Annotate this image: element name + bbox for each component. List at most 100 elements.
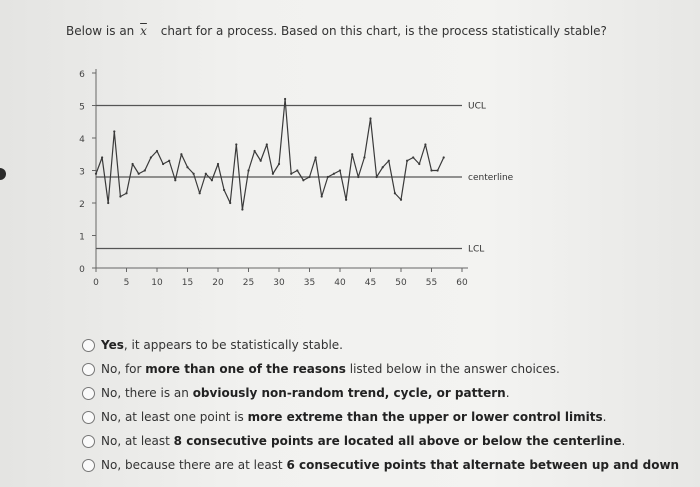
lcl-label: LCL	[468, 245, 484, 255]
x-tick-label: 60	[456, 278, 468, 288]
answer-option-1[interactable]: Yes, it appears to be statistically stab…	[82, 333, 679, 357]
data-point	[345, 198, 348, 201]
x-tick-label: 25	[243, 278, 254, 288]
data-point	[162, 162, 165, 166]
x-tick-label: 55	[426, 278, 437, 288]
data-point	[387, 159, 390, 162]
data-point	[314, 156, 317, 159]
answer-text: No, there is an	[101, 386, 193, 400]
y-tick-label: 5	[79, 103, 85, 113]
radio-button-icon[interactable]	[82, 362, 95, 376]
data-point	[125, 192, 128, 195]
radio-button-icon[interactable]	[82, 386, 95, 400]
data-point	[393, 192, 396, 195]
answer-text: listed below in the answer choices.	[345, 362, 560, 376]
y-tick-label: 2	[79, 200, 85, 210]
y-tick-label: 3	[79, 168, 85, 178]
data-point	[101, 156, 104, 159]
data-point	[320, 195, 323, 198]
answer-text: No, because there are at least	[101, 458, 287, 472]
data-point	[290, 172, 293, 175]
answer-text: .	[621, 434, 626, 448]
data-point	[259, 159, 262, 162]
data-point	[265, 143, 268, 146]
data-point	[223, 188, 226, 192]
x-tick-label: 50	[395, 278, 407, 288]
answer-option-3[interactable]: No, there is an obviously non-random tre…	[82, 381, 679, 405]
answer-option-5[interactable]: No, at least 8 consecutive points are lo…	[82, 429, 679, 453]
data-point	[338, 169, 342, 172]
data-point	[137, 172, 140, 175]
x-tick-label: 45	[365, 278, 376, 288]
question-suffix: chart for a process. Based on this chart…	[160, 24, 607, 38]
data-point	[210, 179, 213, 182]
data-point	[107, 201, 110, 205]
data-point	[216, 162, 220, 166]
data-point	[241, 208, 244, 211]
answer-text: , it appears to be statistically stable.	[123, 338, 343, 352]
data-point	[363, 156, 366, 159]
x-tick-label: 5	[124, 278, 130, 288]
data-point	[143, 169, 146, 172]
data-point	[119, 195, 122, 198]
x-tick-label: 35	[304, 278, 315, 288]
data-point	[204, 172, 207, 175]
data-point	[149, 156, 152, 159]
x-tick-label: 10	[151, 278, 163, 288]
data-point	[168, 159, 171, 162]
x-tick-label: 0	[93, 278, 99, 288]
data-point	[271, 172, 274, 175]
answer-emphasis: 6 consecutive points that alternate betw…	[286, 458, 680, 472]
data-point	[284, 97, 287, 101]
answer-text: No, for	[101, 362, 146, 376]
y-tick-label: 6	[79, 70, 85, 80]
data-point	[357, 175, 360, 179]
data-point	[326, 175, 329, 179]
data-point	[430, 169, 433, 172]
answer-choices: Yes, it appears to be statistically stab…	[82, 333, 679, 477]
answer-text: .	[602, 410, 607, 424]
data-point	[424, 143, 427, 146]
y-tick-label: 0	[79, 265, 85, 275]
answer-label: No, at least 8 consecutive points are lo…	[101, 434, 625, 448]
ucl-label: UCL	[468, 102, 486, 112]
question-text: Below is an x chart for a process. Based…	[66, 24, 607, 38]
answer-label: Yes, it appears to be statistically stab…	[101, 338, 343, 352]
radio-button-icon[interactable]	[82, 434, 95, 448]
data-point	[174, 179, 177, 182]
radio-button-icon[interactable]	[82, 458, 95, 472]
window-edge-dot	[0, 168, 6, 180]
answer-option-2[interactable]: No, for more than one of the reasons lis…	[82, 357, 679, 381]
data-point	[155, 149, 159, 153]
xbar-chart: 0 1 2 3 4 5 6 0 5 10 15 20 25 30 35 40 45 50 55 60 UCL center…	[50, 58, 550, 298]
answer-emphasis: Yes	[101, 338, 124, 352]
data-point	[94, 172, 98, 175]
data-point	[186, 166, 189, 169]
radio-button-icon[interactable]	[82, 410, 95, 424]
answer-emphasis: obviously non-random trend, cycle, or pa…	[192, 386, 506, 400]
data-point	[113, 130, 116, 133]
answer-label: No, for more than one of the reasons lis…	[101, 362, 560, 376]
answer-text: No, at least one point is	[101, 410, 248, 424]
answer-label: No, because there are at least 6 consecu…	[101, 458, 679, 472]
answer-option-4[interactable]: No, at least one point is more extreme t…	[82, 405, 679, 429]
answer-emphasis: more extreme than the upper or lower con…	[247, 410, 603, 424]
centerline-label: centerline	[468, 173, 514, 183]
data-point	[418, 162, 421, 166]
data-point	[192, 172, 195, 175]
data-point	[308, 175, 311, 179]
answer-text: .	[505, 386, 510, 400]
y-tick-label: 1	[79, 233, 85, 243]
question-prefix: Below is an	[66, 24, 135, 38]
data-point	[412, 156, 415, 159]
answer-option-6[interactable]: No, because there are at least 6 consecu…	[82, 453, 679, 477]
data-point	[131, 162, 134, 166]
data-point	[406, 159, 409, 162]
data-point	[296, 169, 299, 172]
radio-button-icon[interactable]	[82, 338, 95, 352]
data-point	[332, 172, 335, 175]
data-point	[198, 192, 201, 195]
x-tick-label: 20	[212, 278, 224, 288]
